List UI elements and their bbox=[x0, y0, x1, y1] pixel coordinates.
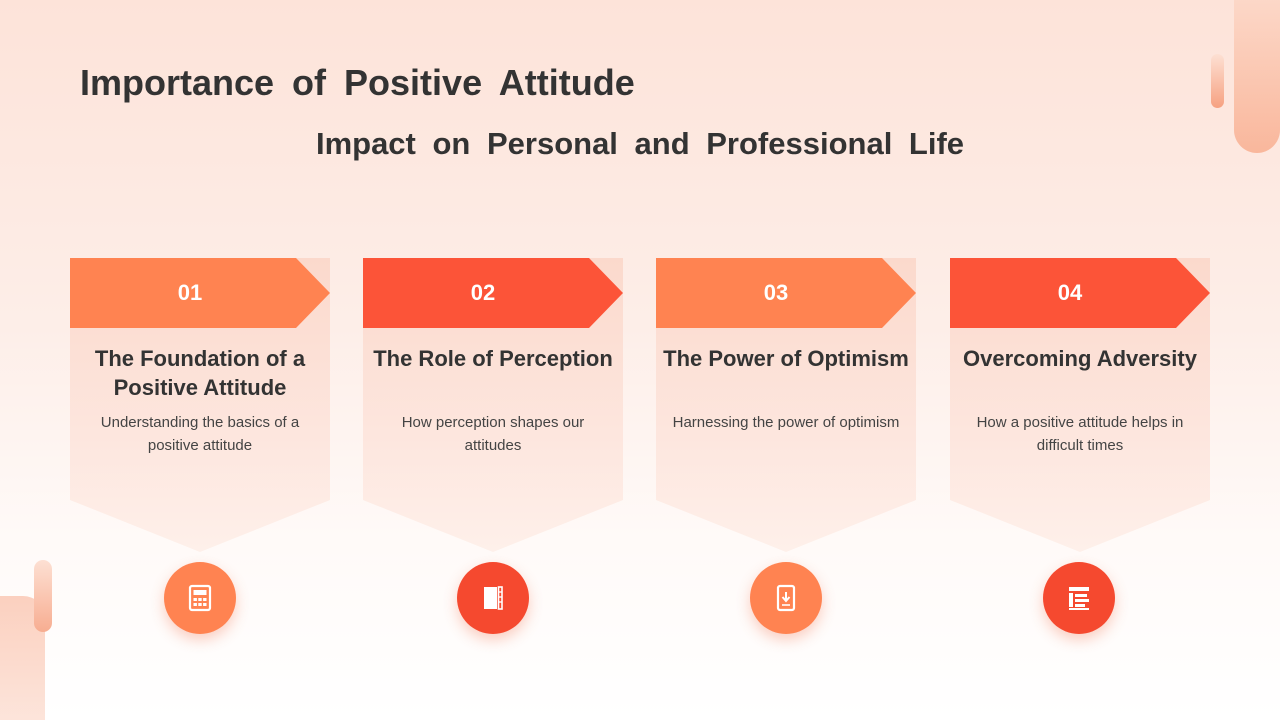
decor-bar-top-right bbox=[1234, 0, 1280, 153]
tablet-download-icon bbox=[750, 562, 822, 634]
card-description: Understanding the basics of a positive a… bbox=[100, 414, 300, 454]
card-title: The Power of Optimism bbox=[663, 346, 909, 371]
card-3: 03 The Power of Optimism Harnessing the … bbox=[656, 258, 916, 552]
card-description: Harnessing the power of optimism bbox=[672, 414, 900, 431]
card-number-banner: 01 bbox=[70, 258, 330, 328]
calculator-icon bbox=[164, 562, 236, 634]
slide-title: Importance of Positive Attitude bbox=[80, 62, 635, 103]
card-title: The Foundation of a Positive Attitude bbox=[94, 346, 306, 400]
card-title: Overcoming Adversity bbox=[963, 346, 1197, 371]
card-2: 02 The Role of Perception How perception… bbox=[363, 258, 623, 552]
decor-pill-bottom-left bbox=[34, 560, 52, 632]
slide-subtitle: Impact on Personal and Professional Life bbox=[315, 126, 965, 161]
card-description: How a positive attitude helps in difficu… bbox=[976, 414, 1184, 454]
card-number-banner: 02 bbox=[363, 258, 623, 328]
card-title: The Role of Perception bbox=[373, 346, 613, 371]
decor-pill-top-right bbox=[1211, 54, 1224, 108]
card-description: How perception shapes our attitudes bbox=[401, 414, 585, 454]
card-number: 02 bbox=[470, 280, 496, 305]
card-number-banner: 04 bbox=[950, 258, 1210, 328]
book-icon bbox=[457, 562, 529, 634]
document-list-icon bbox=[1043, 562, 1115, 634]
card-number-banner: 03 bbox=[656, 258, 916, 328]
card-number: 04 bbox=[1057, 280, 1083, 305]
card-number: 03 bbox=[763, 280, 789, 305]
card-1: 01 The Foundation of a Positive Attitude… bbox=[70, 258, 330, 552]
card-number: 01 bbox=[177, 280, 203, 305]
card-4: 04 Overcoming Adversity How a positive a… bbox=[950, 258, 1210, 552]
